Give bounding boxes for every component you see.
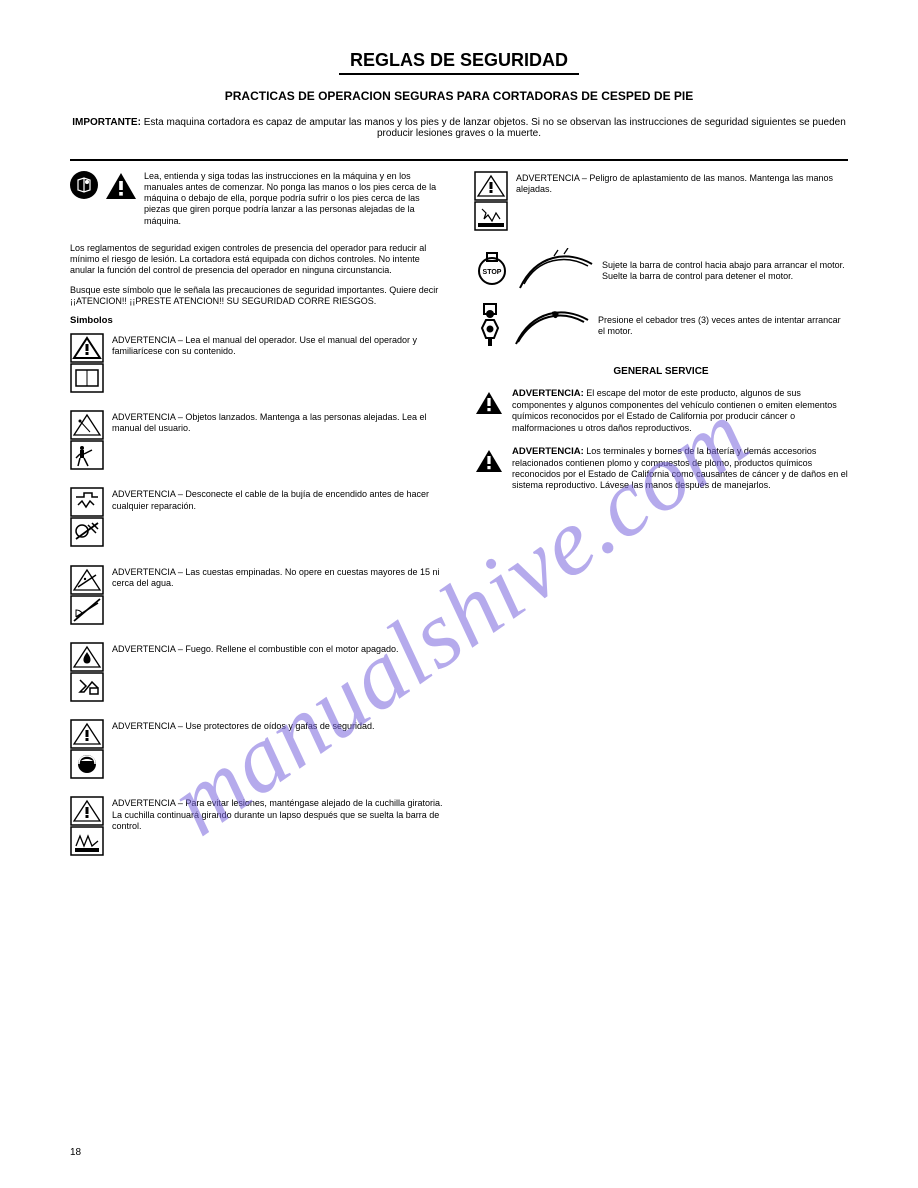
symbol-slope-icon <box>70 565 104 628</box>
right-symbol-text-1: ADVERTENCIA – Peligro de aplastamiento d… <box>516 171 848 196</box>
right-column: ADVERTENCIA – Peligro de aplastamiento d… <box>474 171 848 874</box>
stop-icon: STOP <box>474 249 510 291</box>
intro-row: Lea, entienda y siga todas las instrucci… <box>70 171 444 235</box>
symbol-text-3: ADVERTENCIA – Desconecte el cable de la … <box>112 487 444 512</box>
warning-label-2: ADVERTENCIA: <box>512 446 584 457</box>
symbol-row-5: ADVERTENCIA – Fuego. Rellene el combusti… <box>70 642 444 705</box>
symbol-text-4: ADVERTENCIA – Las cuestas empinadas. No … <box>112 565 444 590</box>
symbol-crush-icon <box>474 171 508 234</box>
warning-triangle-icon <box>474 448 504 474</box>
svg-text:STOP: STOP <box>483 269 502 276</box>
left-column: Lea, entienda y siga todas las instrucci… <box>70 171 444 874</box>
title-underline <box>339 73 579 75</box>
handle-hold-icon <box>512 302 592 348</box>
symbol-row-2: ADVERTENCIA – Objetos lanzados. Mantenga… <box>70 410 444 473</box>
intro-p2: Los reglamentos de seguridad exigen cont… <box>70 243 444 277</box>
primer-icon <box>474 302 506 348</box>
manual-page: manualshive.com REGLAS DE SEGURIDAD PRAC… <box>0 0 918 1188</box>
handle-release-icon <box>516 248 596 292</box>
important-text: Esta maquina cortadora es capaz de amput… <box>144 117 846 139</box>
intro-p1: Lea, entienda y siga todas las instrucci… <box>144 171 444 227</box>
symbol-blade-icon <box>70 796 104 859</box>
symbols-heading: Simbolos <box>70 315 444 327</box>
symbol-text-2: ADVERTENCIA – Objetos lanzados. Mantenga… <box>112 410 444 435</box>
symbol-ppe-icon <box>70 719 104 782</box>
right-symbol-row-1: ADVERTENCIA – Peligro de aplastamiento d… <box>474 171 848 234</box>
symbol-spark-plug-icon <box>70 487 104 550</box>
page-important: IMPORTANTE: Esta maquina cortadora es ca… <box>70 117 848 139</box>
divider <box>70 159 848 161</box>
page-subtitle: PRACTICAS DE OPERACION SEGURAS PARA CORT… <box>70 89 848 103</box>
symbol-text-6: ADVERTENCIA – Use protectores de oídos y… <box>112 719 444 732</box>
warning-triangle-icon <box>474 390 504 416</box>
page-number: 18 <box>70 1147 81 1158</box>
symbol-row-3: ADVERTENCIA – Desconecte el cable de la … <box>70 487 444 550</box>
warning-text-2: ADVERTENCIA: Los terminales y bornes de … <box>512 446 848 492</box>
warning-label-1: ADVERTENCIA: <box>512 388 584 399</box>
intro-p3: Busque este símbolo que le señala las pr… <box>70 285 444 308</box>
stop-handle-row: STOP Sujete la barra de control hacia ab… <box>474 248 848 292</box>
warning-triangle-icon <box>104 171 138 201</box>
symbol-row-6: ADVERTENCIA – Use protectores de oídos y… <box>70 719 444 782</box>
warning-block-2: ADVERTENCIA: Los terminales y bornes de … <box>474 446 848 492</box>
symbol-row-1: ADVERTENCIA – Lea el manual del operador… <box>70 333 444 396</box>
warning-text-1: ADVERTENCIA: El escape del motor de este… <box>512 388 848 434</box>
symbol-row-7: ADVERTENCIA – Para evitar lesiones, mant… <box>70 796 444 859</box>
right-symbol-text-2: Sujete la barra de control hacia abajo p… <box>602 258 848 283</box>
primer-handle-row: Presione el cebador tres (3) veces antes… <box>474 302 848 348</box>
warning-block-1: ADVERTENCIA: El escape del motor de este… <box>474 388 848 434</box>
important-prefix: IMPORTANTE: <box>72 117 141 128</box>
symbol-text-1: ADVERTENCIA – Lea el manual del operador… <box>112 333 444 358</box>
intro-text-block: Lea, entienda y siga todas las instrucci… <box>144 171 444 235</box>
symbol-text-5: ADVERTENCIA – Fuego. Rellene el combusti… <box>112 642 444 655</box>
right-symbol-text-3: Presione el cebador tres (3) veces antes… <box>598 313 848 338</box>
read-manual-icon <box>70 171 98 199</box>
symbol-manual-icon <box>70 333 104 396</box>
symbol-thrown-object-icon <box>70 410 104 473</box>
symbol-row-4: ADVERTENCIA – Las cuestas empinadas. No … <box>70 565 444 628</box>
symbol-fire-icon <box>70 642 104 705</box>
symbol-text-7: ADVERTENCIA – Para evitar lesiones, mant… <box>112 796 444 832</box>
general-service-heading: GENERAL SERVICE <box>474 366 848 379</box>
content-columns: Lea, entienda y siga todas las instrucci… <box>70 171 848 874</box>
page-title: REGLAS DE SEGURIDAD <box>70 50 848 71</box>
